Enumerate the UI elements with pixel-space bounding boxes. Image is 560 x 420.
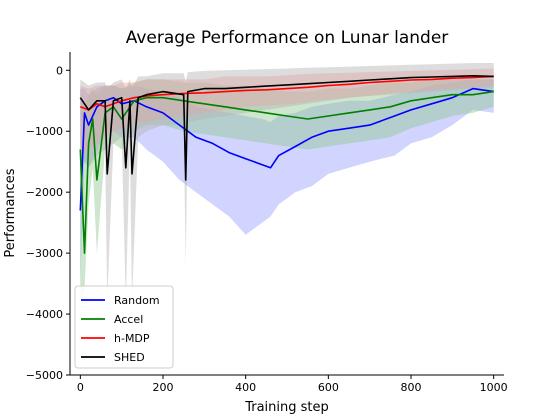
series-line-accel [79,90,494,254]
x-axis-label: Training step [244,400,329,415]
series-line-random [79,87,494,211]
series-line-shed [79,75,494,181]
legend: Random Accel h-MDP SHED [74,285,174,369]
x-tick-label: 400 [235,381,256,394]
band-h-mdp [80,68,494,156]
y-tick-label: −5000 [26,369,63,382]
legend-label-shed: SHED [114,351,145,364]
y-axis-label: Performances [3,168,18,257]
legend-label-random: Random [114,294,160,307]
y-axis-ticks: 0 −1000 −2000 −3000 −4000 −5000 [26,64,70,382]
y-tick-label: 0 [56,64,63,77]
x-tick-label: 200 [153,381,174,394]
legend-label-h-mdp: h-MDP [114,332,150,345]
x-tick-label: 600 [318,381,339,394]
y-tick-label: −3000 [26,247,63,260]
series-lines [79,75,494,254]
y-tick-label: −1000 [26,125,63,138]
y-tick-label: −4000 [26,308,63,321]
x-tick-label: 1000 [480,381,508,394]
band-random [80,79,494,284]
x-tick-label: 800 [401,381,422,394]
y-tick-label: −2000 [26,186,63,199]
x-tick-label: 0 [77,381,84,394]
legend-box [74,285,174,369]
band-accel [80,79,494,302]
legend-label-accel: Accel [114,313,143,326]
chart-title: Average Performance on Lunar lander [126,28,449,48]
x-axis-ticks: 0 200 400 600 800 1000 [77,375,508,394]
